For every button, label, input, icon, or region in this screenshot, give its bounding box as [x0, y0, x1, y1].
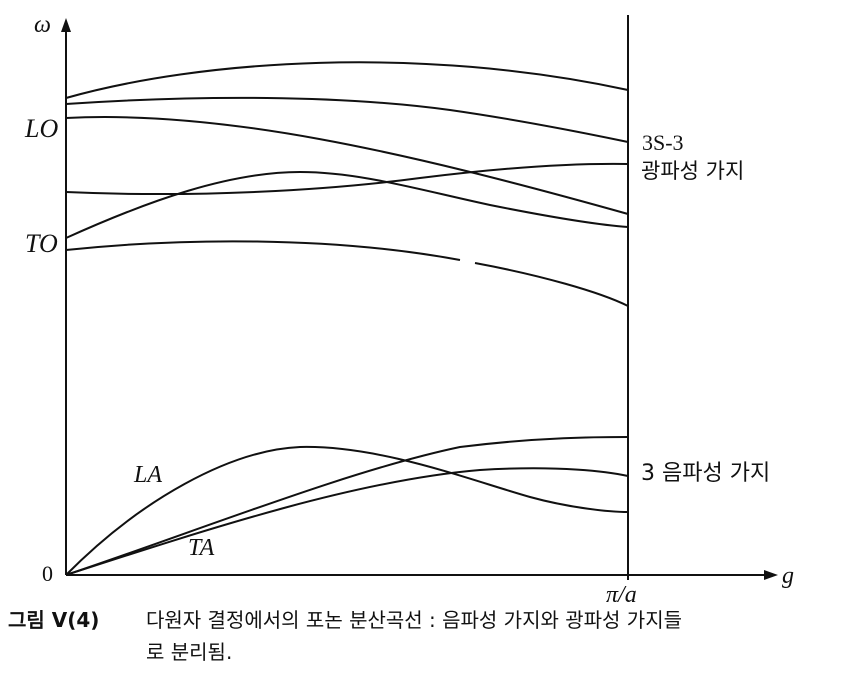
y-axis-label: ω — [34, 12, 51, 38]
optical-branch-4 — [65, 162, 629, 196]
origin-label: 0 — [42, 561, 53, 586]
acoustic-branches-label: 3 음파성 가지 — [641, 461, 771, 486]
acoustic-branch-la — [65, 445, 629, 576]
x-axis-arrow — [764, 570, 778, 580]
acoustic-branch-ta-1 — [65, 436, 629, 576]
ta-label: TA — [188, 535, 215, 561]
acoustic-branch-ta-2 — [65, 467, 629, 576]
lo-label: LO — [25, 114, 59, 143]
optical-branches-label: 광파성 가지 — [641, 159, 745, 183]
figure-caption: 그림 V(4) 다원자 결정에서의 포논 분산곡선 : 음파성 가지와 광파성 가… — [8, 604, 853, 668]
y-axis-arrow — [61, 18, 71, 32]
caption-number: 그림 V(4) — [8, 608, 100, 632]
optical-branch-1 — [65, 61, 629, 99]
to-label: TO — [25, 229, 58, 258]
zone-boundary-label: π/a — [606, 582, 637, 608]
optical-branch-2 — [65, 96, 629, 143]
optical-branch-6 — [65, 240, 629, 307]
optical-branch-3 — [65, 115, 629, 215]
la-label: LA — [134, 462, 163, 488]
x-axis-label: g — [782, 563, 794, 589]
caption-line-2: 로 분리됨. — [146, 640, 233, 664]
optical-count-label: 3S-3 — [642, 130, 684, 155]
caption-line-1: 다원자 결정에서의 포논 분산곡선 : 음파성 가지와 광파성 가지들 — [146, 608, 682, 632]
optical-branch-5 — [65, 170, 629, 239]
